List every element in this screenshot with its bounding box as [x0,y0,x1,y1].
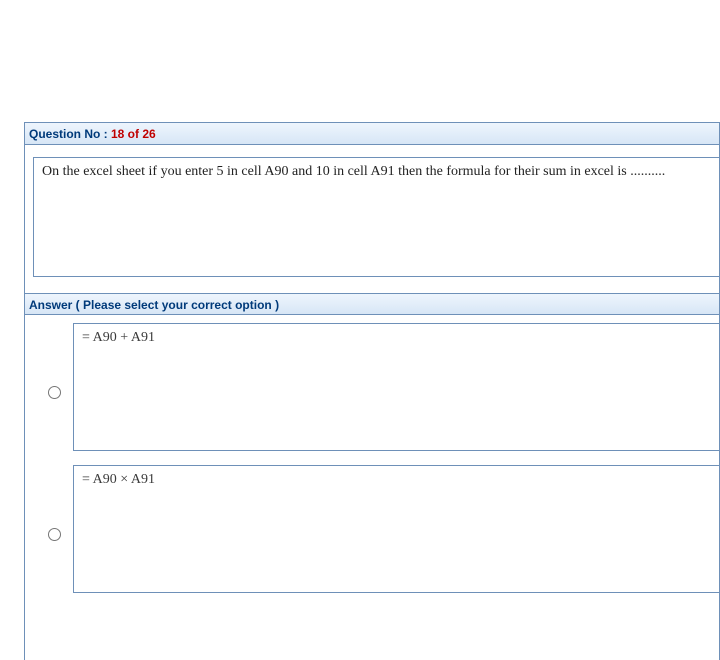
question-number-value: 18 of 26 [111,127,156,141]
question-number-label: Question No : [29,127,111,141]
answer-option-1-radio[interactable] [48,386,61,399]
answer-option-1-box[interactable]: = A90 + A91 [73,323,719,451]
question-panel: Question No : 18 of 26 On the excel shee… [24,122,720,660]
answer-header: Answer ( Please select your correct opti… [25,293,719,315]
answer-option-1-text: = A90 + A91 [82,330,155,345]
question-text: On the excel sheet if you enter 5 in cel… [42,164,665,179]
question-text-box: On the excel sheet if you enter 5 in cel… [33,157,719,277]
answer-option-2-box[interactable]: = A90 × A91 [73,465,719,593]
answer-option-2-text: = A90 × A91 [82,472,155,487]
question-number-header: Question No : 18 of 26 [25,123,719,145]
answer-option-2-radio[interactable] [48,528,61,541]
